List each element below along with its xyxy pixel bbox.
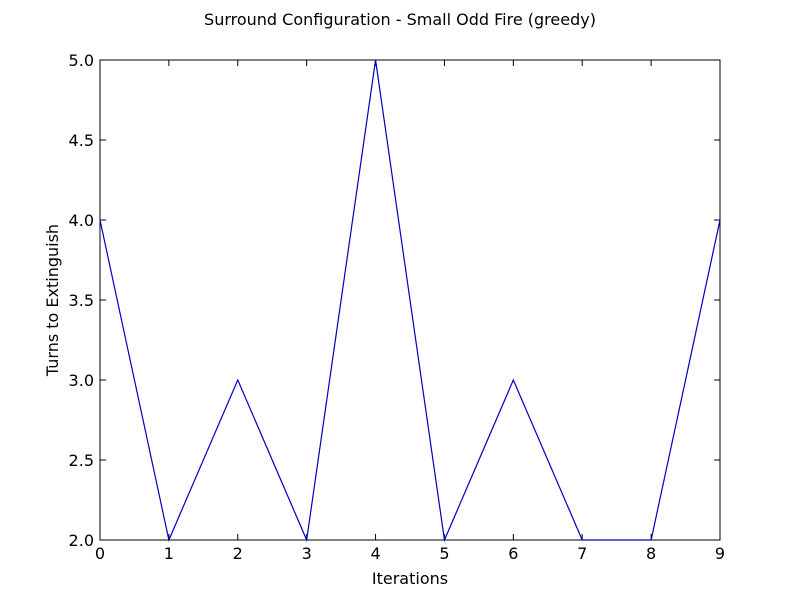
x-tick-label-1: 1 [164, 544, 174, 563]
series-layer [99, 59, 721, 543]
x-tick-label-8: 8 [646, 544, 656, 563]
y-axis-label: Turns to Extinguish [43, 224, 62, 377]
y-tick-label-0: 2.0 [69, 531, 94, 550]
x-tick-label-3: 3 [302, 544, 312, 563]
x-tick-label-4: 4 [370, 544, 380, 563]
series-line-0 [99, 59, 721, 543]
y-tick-label-5: 4.5 [69, 131, 94, 150]
y-tick-label-4: 4.0 [69, 211, 94, 230]
y-tick-label-6: 5.0 [69, 51, 94, 70]
x-tick-label-0: 0 [95, 544, 105, 563]
y-tick-label-3: 3.5 [69, 291, 94, 310]
y-tick-label-2: 3.0 [69, 371, 94, 390]
x-tick-label-7: 7 [577, 544, 587, 563]
x-tick-label-9: 9 [715, 544, 725, 563]
y-tick-label-1: 2.5 [69, 451, 94, 470]
x-tick-label-2: 2 [233, 544, 243, 563]
chart-title: Surround Configuration - Small Odd Fire … [204, 10, 596, 29]
x-tick-label-6: 6 [508, 544, 518, 563]
x-tick-label-5: 5 [439, 544, 449, 563]
x-axis-label: Iterations [372, 569, 448, 588]
tick-labels: 0 1 2 3 4 5 6 7 8 9 2.0 2.5 3.0 3.5 4.0 4.5 5.0 [69, 51, 726, 563]
